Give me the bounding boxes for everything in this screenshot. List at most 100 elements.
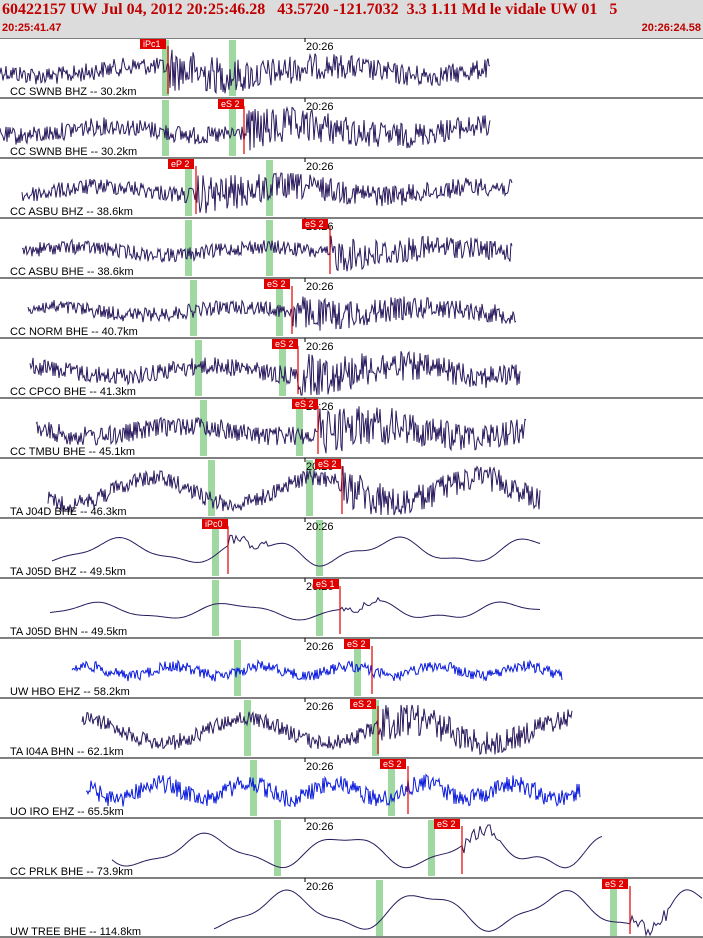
station-label: UW TREE BHE -- 114.8km <box>10 926 141 938</box>
window-bar <box>212 580 219 636</box>
station-label: CC PRLK BHE -- 73.9km <box>10 866 133 878</box>
pick-label: eS 2 <box>295 399 314 409</box>
pick-label: eS 2 <box>305 219 324 229</box>
pick-label-box[interactable] <box>344 639 370 649</box>
waveform-line <box>51 534 541 567</box>
pick-label-box[interactable] <box>313 579 339 589</box>
waveform-line <box>111 824 603 869</box>
pick-label: eS 2 <box>275 339 294 349</box>
time-tick-label: 20:26 <box>306 821 334 833</box>
time-tick-label: 20:26 <box>306 161 334 173</box>
pick-label: eP 2 <box>171 159 189 169</box>
trace-row: 20:26 iPc1 CC SWNB BHZ -- 30.2km <box>0 38 703 98</box>
window-bar <box>279 340 286 396</box>
waveform-line <box>47 465 541 516</box>
pick-label-box[interactable] <box>315 459 341 469</box>
waveform-line <box>29 350 521 396</box>
waveform-line <box>81 704 573 756</box>
window-bar <box>244 700 251 756</box>
station-label: UW HBO EHZ -- 58.2km <box>10 686 130 698</box>
time-tick-label: 20:26 <box>306 761 334 773</box>
pick-label: eS 2 <box>437 819 456 829</box>
pick-label-box[interactable] <box>380 759 406 769</box>
pick-label: eS 2 <box>267 279 286 289</box>
pick-label-box[interactable] <box>264 279 290 289</box>
window-bar <box>208 460 215 516</box>
pick-label: eS 2 <box>353 699 372 709</box>
trace-row: 20:26 eP 2 CC ASBU BHZ -- 38.6km <box>0 157 703 218</box>
window-bar <box>388 760 395 816</box>
station-label: TA I04A BHN -- 62.1km <box>10 746 124 758</box>
trace-row: 20:26 eS 2 CC NORM BHE -- 40.7km <box>0 277 703 338</box>
time-tick-label: 20:26 <box>306 881 334 893</box>
window-bar <box>200 400 207 456</box>
window-bar <box>316 520 323 576</box>
pick-label: eS 2 <box>383 759 402 769</box>
time-tick-label: 20:26 <box>306 341 334 353</box>
station-label: CC NORM BHE -- 40.7km <box>10 326 138 338</box>
pick-label-box[interactable] <box>272 339 298 349</box>
window-bar <box>229 100 236 156</box>
trace-row: 20:26 eS 2 CC SWNB BHE -- 30.2km <box>0 97 703 158</box>
waveform-line <box>0 105 491 151</box>
pick-label: iPc0 <box>205 519 223 529</box>
pick-label: eS 2 <box>605 879 624 889</box>
pick-label: eS 2 <box>347 639 366 649</box>
waveform-line <box>213 889 703 937</box>
window-bar <box>376 880 383 936</box>
pick-label-box[interactable] <box>292 399 318 409</box>
window-bar <box>316 580 323 636</box>
pick-label-box[interactable] <box>140 39 166 49</box>
waveform-line <box>27 296 517 331</box>
time-tick-label: 20:26 <box>306 41 334 53</box>
pick-label: eS 2 <box>318 459 337 469</box>
trace-row: 20:26 eS 2 CC CPCO BHE -- 41.3km <box>0 337 703 398</box>
station-label: TA J05D BHN -- 49.5km <box>10 626 127 638</box>
pick-label: eS 2 <box>221 99 240 109</box>
pick-label-box[interactable] <box>168 159 194 169</box>
trace-row: 20:26 iPc0 TA J05D BHZ -- 49.5km <box>0 517 703 578</box>
window-bar <box>274 820 281 876</box>
window-bar <box>185 220 192 276</box>
time-tick-label: 20:26 <box>306 641 334 653</box>
window-bar <box>229 40 236 96</box>
station-label: CC ASBU BHE -- 38.6km <box>10 266 133 278</box>
pick-label-box[interactable] <box>218 99 244 109</box>
pick-label-box[interactable] <box>302 219 328 229</box>
window-bar <box>185 160 192 216</box>
time-tick-label: 20:26 <box>306 101 334 113</box>
station-label: UO IRO EHZ -- 65.5km <box>10 806 124 818</box>
waveform-line <box>85 773 581 808</box>
window-bar <box>266 220 273 276</box>
start-time: 20:25:41.47 <box>2 22 62 34</box>
window-bar <box>296 400 303 456</box>
station-label: TA J05D BHZ -- 49.5km <box>10 566 126 578</box>
window-bar <box>190 280 197 336</box>
window-bar <box>212 520 219 576</box>
trace-row: 20:26 eS 2 UW HBO EHZ -- 58.2km <box>0 637 703 698</box>
pick-label: eS 1 <box>316 579 335 589</box>
pick-label-box[interactable] <box>350 699 376 709</box>
trace-row: 20:26 eS 2 UO IRO EHZ -- 65.5km <box>0 757 703 818</box>
window-bar <box>610 880 617 936</box>
trace-row: 20:26 eS 2 UW TREE BHE -- 114.8km <box>0 877 703 938</box>
waveform-line <box>22 235 513 272</box>
station-label: CC SWNB BHZ -- 30.2km <box>10 86 137 98</box>
pick-label-box[interactable] <box>434 819 460 829</box>
header-bar: 60422157 UW Jul 04, 2012 20:25:46.28 43.… <box>0 0 703 38</box>
station-label: CC TMBU BHE -- 45.1km <box>10 446 135 458</box>
station-label: TA J04D BHE -- 46.3km <box>10 506 127 518</box>
waveform-line <box>49 596 541 621</box>
trace-row: 20:26 eS 2 TA I04A BHN -- 62.1km <box>0 697 703 758</box>
station-label: CC CPCO BHE -- 41.3km <box>10 386 136 398</box>
pick-label-box[interactable] <box>602 879 628 889</box>
pick-label-box[interactable] <box>202 519 228 529</box>
waveform-line <box>35 406 527 454</box>
window-bar <box>266 160 273 216</box>
window-bar <box>162 40 169 96</box>
station-label: CC ASBU BHZ -- 38.6km <box>10 206 133 218</box>
time-tick-label: 20:26 <box>306 521 334 533</box>
waveform-line <box>71 658 563 682</box>
